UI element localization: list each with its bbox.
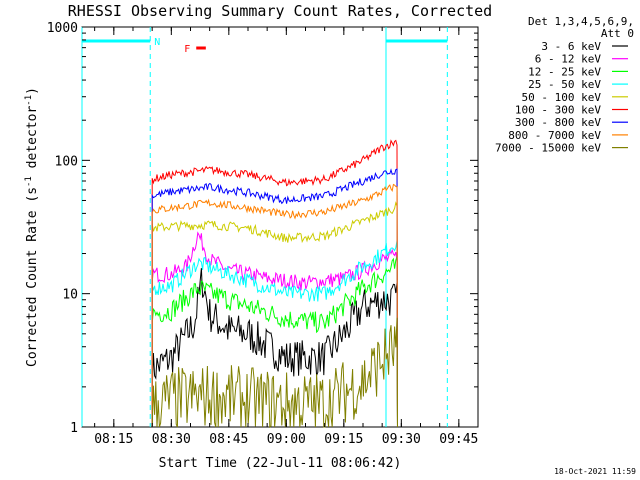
series-line	[151, 201, 398, 428]
x-tick-label: 09:15	[324, 432, 363, 447]
x-axis-label: Start Time (22-Jul-11 08:06:42)	[159, 456, 402, 471]
series-group	[151, 139, 398, 429]
timestamp: 18-Oct-2021 11:59	[554, 467, 636, 476]
x-tick-label: 08:30	[152, 432, 191, 447]
y-tick-label: 1	[70, 421, 78, 436]
legend-label: 25 - 50 keV	[528, 78, 601, 91]
legend-label: 800 - 7000 keV	[508, 129, 601, 142]
series-line	[151, 139, 398, 428]
legend-header: Att 0	[601, 27, 634, 40]
chart-title: RHESSI Observing Summary Count Rates, Co…	[68, 2, 492, 20]
legend-label: 100 - 300 keV	[515, 104, 601, 117]
svg-text:Corrected Count Rate (s-1 dete: Corrected Count Rate (s-1 detector-1)	[24, 87, 40, 367]
legend-label: 50 - 100 keV	[522, 91, 602, 104]
flag-label: N	[154, 37, 160, 48]
series-line	[151, 168, 398, 428]
y-tick-label: 100	[55, 154, 78, 169]
overlay-group: NF	[81, 27, 448, 427]
legend-label: 6 - 12 keV	[535, 53, 602, 66]
flag-label: F	[184, 44, 190, 55]
series-line	[151, 268, 398, 428]
series-line	[151, 256, 398, 428]
x-tick-label: 08:15	[94, 432, 133, 447]
legend-label: 7000 - 15000 keV	[495, 142, 601, 155]
series-line	[151, 240, 398, 428]
legend-label: 3 - 6 keV	[541, 40, 601, 53]
y-tick-label: 1000	[47, 21, 78, 36]
series-line	[151, 183, 398, 428]
plot-frame	[81, 26, 479, 428]
legend-header: Det 1,3,4,5,6,9,	[528, 15, 634, 28]
y-axis-label: Corrected Count Rate (s-1 detector-1)	[24, 87, 40, 367]
x-tick-label: 08:45	[209, 432, 248, 447]
series-line	[151, 317, 398, 429]
x-tick-label: 09:30	[382, 432, 421, 447]
y-tick-label: 10	[62, 288, 78, 303]
legend-label: 300 - 800 keV	[515, 116, 601, 129]
axes-group: 08:15 08:30 08:45 09:00 09:15 09:30 09:45 1 10 10…	[47, 21, 479, 447]
x-tick-label: 09:45	[439, 432, 478, 447]
x-tick-label: 09:00	[267, 432, 306, 447]
legend-label: 12 - 25 keV	[528, 65, 601, 78]
